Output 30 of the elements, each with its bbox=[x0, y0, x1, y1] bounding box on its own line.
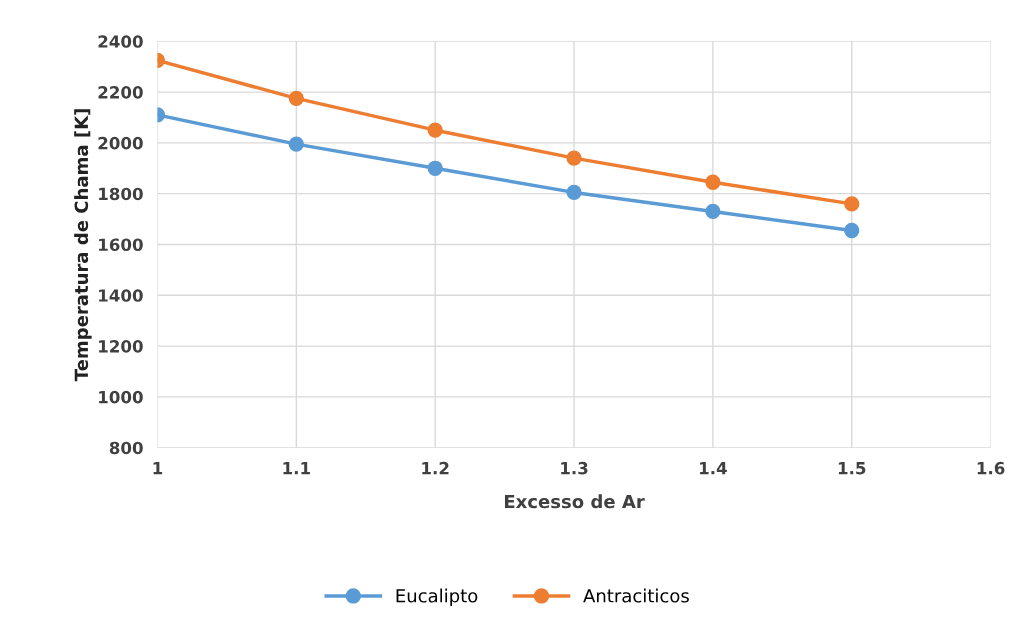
legend-label: Eucalipto bbox=[396, 588, 478, 607]
x-tick-label: 1.6 bbox=[977, 461, 1005, 475]
y-tick-label: 1800 bbox=[99, 187, 143, 201]
y-tick-label: 1600 bbox=[99, 238, 143, 252]
y-tick-label: 1200 bbox=[99, 340, 143, 353]
y-tick-label: 2200 bbox=[98, 86, 143, 99]
x-tick-label: 1.2 bbox=[422, 461, 449, 475]
y-tick-label: 2000 bbox=[98, 136, 143, 150]
point bbox=[705, 174, 721, 190]
point bbox=[844, 222, 860, 239]
y-tick-label: 1400 bbox=[99, 289, 143, 302]
x-tick-label: 1.5 bbox=[838, 462, 866, 475]
point bbox=[566, 150, 582, 166]
y-tick-label: 2400 bbox=[98, 35, 143, 48]
point bbox=[427, 122, 443, 138]
x-tick-label: 1.1 bbox=[283, 462, 310, 475]
y-tick-label: 800 bbox=[109, 441, 143, 455]
point bbox=[705, 203, 721, 220]
point bbox=[427, 160, 443, 176]
point bbox=[288, 136, 304, 152]
legend-label: Antraciticos bbox=[583, 588, 689, 603]
x-tick-label: 1.4 bbox=[700, 462, 727, 475]
x-tick-label: 1 bbox=[153, 462, 163, 475]
point bbox=[844, 196, 860, 212]
point bbox=[288, 90, 304, 107]
x-axis-title: Excesso de Ar bbox=[504, 494, 645, 509]
x-tick-label: 1.3 bbox=[561, 461, 588, 475]
y-axis-title: Temperatura de Chama [K] bbox=[74, 109, 92, 382]
y-tick-label: 1000 bbox=[99, 390, 143, 404]
point bbox=[566, 184, 582, 201]
